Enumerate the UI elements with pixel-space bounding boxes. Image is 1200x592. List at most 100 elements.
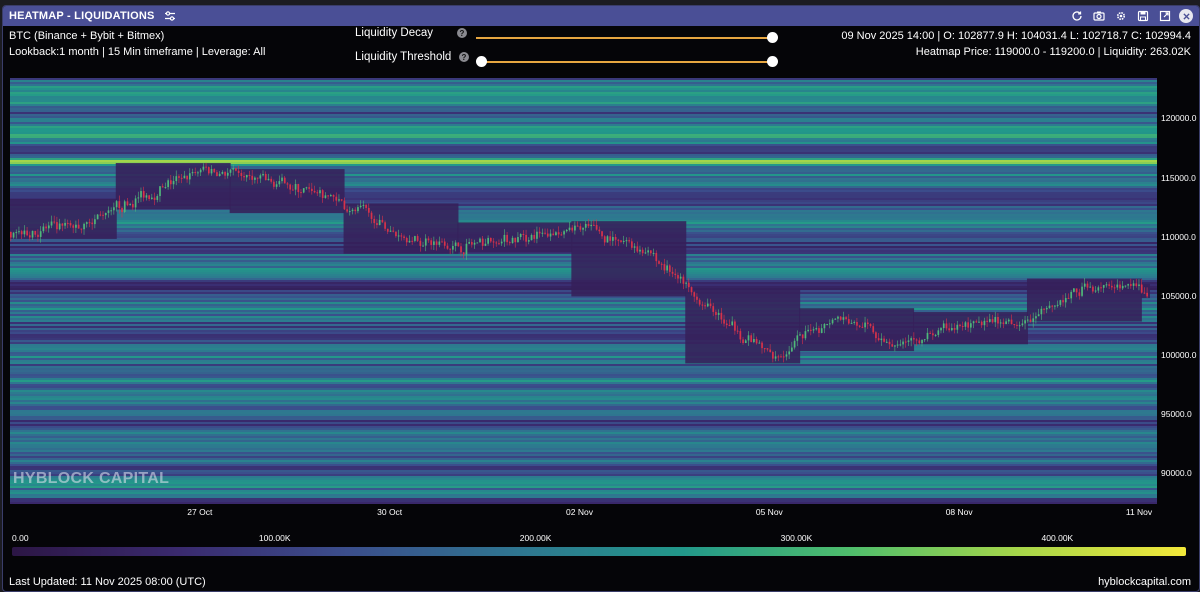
candle-body — [511, 237, 514, 244]
date-tick-label: 27 Oct — [187, 507, 213, 517]
help-icon[interactable]: ? — [459, 52, 469, 62]
candle-body — [438, 241, 441, 245]
sliders-icon[interactable] — [163, 9, 177, 23]
candle-body — [256, 177, 259, 179]
heatmap-row — [10, 210, 1157, 213]
candle-body — [945, 323, 948, 329]
refresh-icon[interactable] — [1069, 8, 1085, 24]
heatmap-row — [10, 404, 1157, 407]
candle-body — [107, 210, 110, 213]
candle-body — [1121, 285, 1124, 289]
candle-body — [755, 338, 758, 344]
candle-body — [362, 204, 365, 206]
candle-body — [357, 207, 359, 212]
heatmap-row — [10, 458, 1157, 461]
candle-body — [275, 184, 278, 187]
candle-body — [972, 321, 975, 324]
expand-icon[interactable] — [1157, 8, 1173, 24]
candle-body — [441, 241, 443, 243]
heatmap-row — [10, 388, 1157, 391]
heatmap-row — [10, 340, 1157, 343]
candle-body — [885, 341, 888, 343]
candle-body — [416, 236, 419, 241]
candle-body — [156, 196, 159, 200]
candle-body — [39, 231, 42, 237]
liquidation-heatmap[interactable] — [10, 78, 1157, 504]
candle-body — [625, 240, 628, 242]
candle-body — [194, 172, 197, 174]
candle-body — [267, 178, 270, 181]
candle-body — [1140, 284, 1143, 293]
gear-icon[interactable] — [1113, 8, 1129, 24]
candle-body — [424, 238, 427, 246]
candle-body — [80, 228, 83, 230]
heatmap-row — [10, 96, 1157, 99]
heatmap-row — [10, 374, 1157, 377]
colorbar-labels: 0.00 100.00K 200.00K 300.00K 400.00K — [10, 533, 1195, 545]
candle-body — [188, 173, 191, 180]
heatmap-row — [10, 170, 1157, 173]
heatmap-price-line: Heatmap Price: 119000.0 - 119200.0 | Liq… — [915, 46, 1191, 58]
heatmap-row — [10, 448, 1157, 451]
candle-body — [763, 348, 766, 350]
heatmap-row — [10, 488, 1157, 491]
close-icon[interactable] — [1179, 9, 1193, 23]
chart-area[interactable]: 120000.0 115000.0 110000.0 105000.0 100000.0… — [10, 78, 1196, 518]
candle-body — [826, 323, 828, 325]
candle-body — [1024, 320, 1026, 324]
heatmap-row — [10, 460, 1157, 463]
candle-body — [622, 240, 625, 242]
heatmap-row — [10, 134, 1157, 137]
liquidity-threshold-track[interactable] — [481, 61, 773, 63]
candle-body — [658, 261, 660, 264]
liquidated-zone — [685, 289, 801, 364]
heatmap-row — [10, 334, 1157, 337]
candle-body — [50, 221, 53, 226]
candle-body — [83, 223, 85, 230]
candle-body — [720, 312, 723, 320]
candle-body — [248, 174, 251, 176]
heatmap-row — [10, 366, 1157, 369]
candle-body — [639, 249, 641, 252]
heatmap-row — [10, 100, 1157, 103]
camera-icon[interactable] — [1091, 8, 1107, 24]
candle-body — [118, 201, 121, 209]
heatmap-row — [10, 198, 1157, 201]
save-icon[interactable] — [1135, 8, 1151, 24]
price-tick-label: 90000.0 — [1161, 468, 1192, 479]
candle-body — [769, 349, 772, 352]
heatmap-row — [10, 338, 1157, 341]
candle-body — [904, 341, 907, 343]
brand-link[interactable]: hyblockcapital.com — [1098, 576, 1191, 588]
heatmap-row — [10, 144, 1157, 147]
candle-body — [1005, 321, 1007, 324]
candle-body — [151, 197, 153, 200]
heatmap-row — [10, 350, 1157, 353]
candle-body — [213, 168, 216, 173]
candle-body — [319, 190, 321, 194]
candle-body — [137, 197, 140, 199]
candle-body — [454, 242, 457, 246]
heatmap-row — [10, 116, 1157, 119]
liquidity-threshold-max-handle[interactable] — [767, 56, 778, 67]
window-toolbar — [1069, 8, 1193, 24]
candle-body — [77, 224, 80, 229]
candle-body — [240, 172, 243, 176]
candle-body — [1092, 286, 1094, 292]
candle-body — [1032, 318, 1035, 322]
candle-body — [568, 227, 571, 230]
price-tick-label: 95000.0 — [1161, 409, 1192, 420]
candle-body — [121, 208, 123, 212]
liquidity-threshold-min-handle[interactable] — [476, 56, 487, 67]
candle-body — [850, 322, 853, 324]
candle-body — [970, 323, 972, 328]
candle-body — [1062, 300, 1064, 303]
heatmap-row — [10, 354, 1157, 357]
heatmap-row — [10, 104, 1157, 107]
heatmap-row — [10, 184, 1157, 187]
candle-body — [609, 236, 612, 241]
liquidity-decay-handle[interactable] — [767, 32, 778, 43]
help-icon[interactable]: ? — [457, 28, 467, 38]
heatmap-row — [10, 320, 1157, 323]
liquidity-decay-track[interactable] — [476, 37, 773, 39]
